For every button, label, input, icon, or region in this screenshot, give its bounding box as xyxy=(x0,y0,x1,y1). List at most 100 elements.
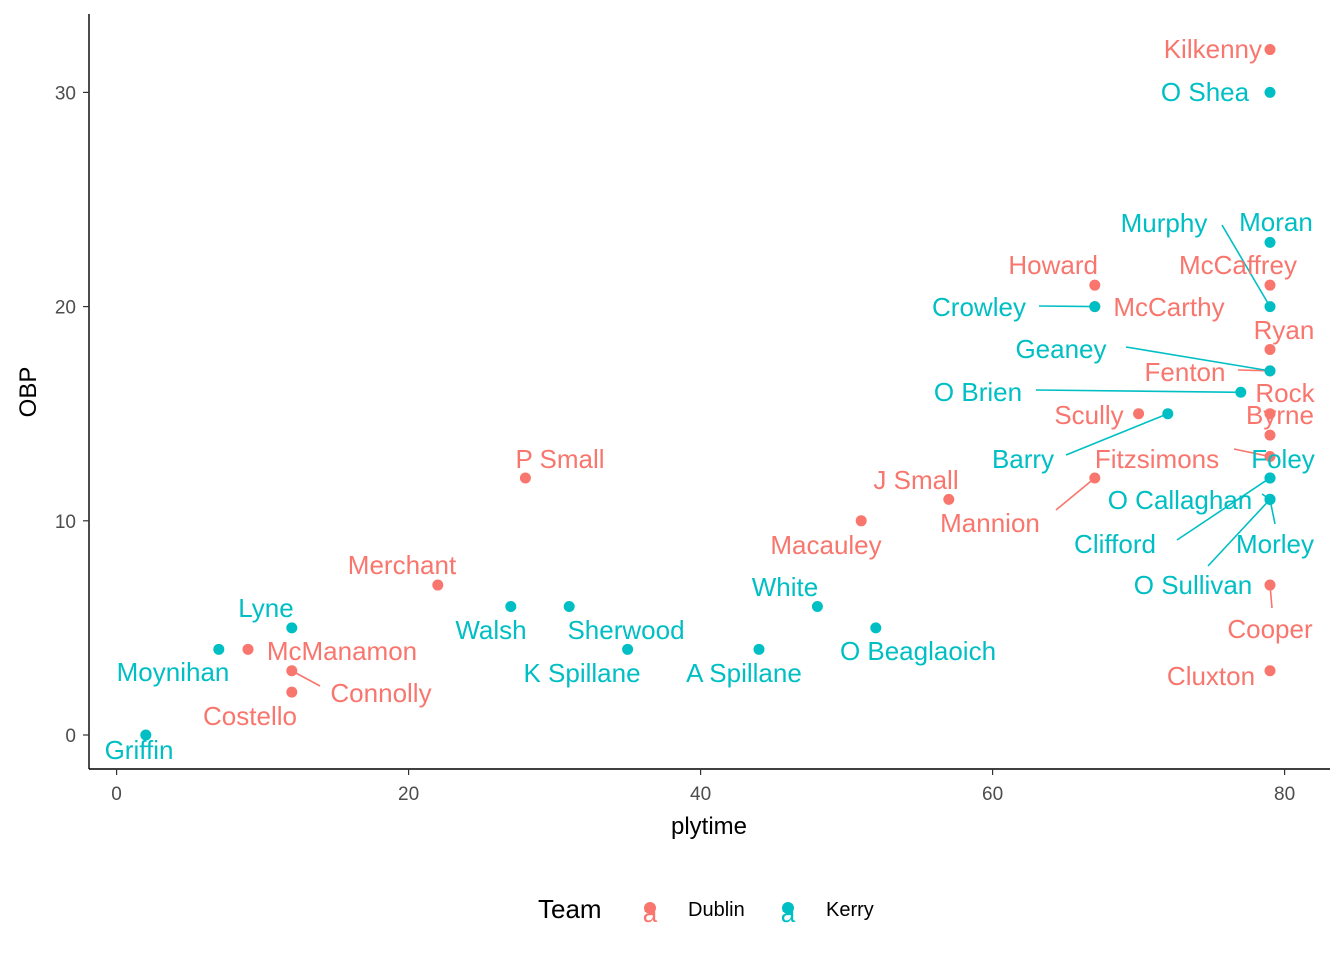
point-label: O Sullivan xyxy=(1134,570,1253,600)
data-point xyxy=(1264,493,1276,505)
data-point xyxy=(286,622,298,634)
point-label: Macauley xyxy=(770,530,881,560)
point-label: Rock xyxy=(1255,378,1315,408)
y-tick-label: 10 xyxy=(55,512,76,533)
data-point xyxy=(622,643,634,655)
legend-key-glyph: a xyxy=(643,898,658,928)
legend-label: Dublin xyxy=(688,899,745,921)
point-label: Kilkenny xyxy=(1164,34,1262,64)
point-label: Ryan xyxy=(1254,315,1315,345)
point-label: Cooper xyxy=(1227,614,1313,644)
legend-title: Team xyxy=(538,894,602,924)
legend-key xyxy=(644,902,656,914)
point-label: Geaney xyxy=(1015,334,1106,364)
data-point xyxy=(1264,343,1276,355)
data-point xyxy=(563,600,575,612)
data-point xyxy=(855,515,867,527)
leader-line xyxy=(1035,389,1241,394)
point-label: Clifford xyxy=(1074,529,1156,559)
data-point xyxy=(1235,386,1247,398)
x-tick-label: 80 xyxy=(1274,784,1295,805)
point-label: Barry xyxy=(992,444,1054,474)
point-label: Fenton xyxy=(1145,357,1226,387)
point-label: O Shea xyxy=(1161,77,1250,107)
data-point xyxy=(505,600,517,612)
legend-key xyxy=(782,902,794,914)
leader-line xyxy=(1038,305,1095,308)
axes xyxy=(88,14,1330,770)
point-label: Sherwood xyxy=(567,615,684,645)
data-points xyxy=(140,44,1276,741)
point-label: Byrne xyxy=(1246,400,1314,430)
data-point xyxy=(1264,408,1276,420)
point-label: O Callaghan xyxy=(1108,485,1253,515)
legend-key-glyph: a xyxy=(781,898,796,928)
point-label: McCaffrey xyxy=(1179,250,1297,280)
label-leader-lines xyxy=(291,224,1276,687)
data-point xyxy=(1162,408,1174,420)
data-point xyxy=(1264,365,1276,377)
data-point xyxy=(1264,44,1276,56)
x-tick-label: 20 xyxy=(398,784,419,805)
legend: Team a Dublin a Kerry xyxy=(538,894,874,928)
data-point xyxy=(1264,279,1276,291)
data-point xyxy=(1264,301,1276,313)
data-point xyxy=(753,643,765,655)
leader-line xyxy=(1207,498,1271,567)
axis-ticks: 0 20 40 60 80 0 10 20 30 xyxy=(55,83,1295,805)
data-point xyxy=(1089,279,1101,291)
data-point xyxy=(213,643,225,655)
leader-line xyxy=(1065,412,1169,456)
data-point xyxy=(1089,472,1101,484)
point-label: Murphy xyxy=(1121,208,1208,238)
y-tick-label: 20 xyxy=(55,298,76,319)
leader-line xyxy=(1233,448,1271,458)
data-point xyxy=(943,493,955,505)
data-point xyxy=(1264,236,1276,248)
point-label: Mannion xyxy=(940,508,1040,538)
data-point xyxy=(1264,472,1276,484)
point-label: Foley xyxy=(1251,444,1315,474)
leader-line xyxy=(1055,477,1096,511)
legend-label: Kerry xyxy=(826,899,874,921)
point-label: Moran xyxy=(1239,207,1313,237)
point-label: Cluxton xyxy=(1167,661,1255,691)
point-label: A Spillane xyxy=(686,658,802,688)
data-point xyxy=(1133,408,1145,420)
leader-line xyxy=(1176,477,1271,541)
data-point xyxy=(286,686,298,698)
point-label: White xyxy=(752,572,818,602)
point-label: P Small xyxy=(515,444,604,474)
x-tick-label: 40 xyxy=(690,784,711,805)
data-point xyxy=(432,579,444,591)
data-point xyxy=(1264,665,1276,677)
leader-line xyxy=(1221,224,1271,308)
data-point xyxy=(286,665,298,677)
data-point xyxy=(870,622,882,634)
point-label: K Spillane xyxy=(523,658,640,688)
data-point xyxy=(1264,451,1276,463)
leader-line xyxy=(1125,346,1271,372)
point-label: Costello xyxy=(203,701,297,731)
point-label: McCarthy xyxy=(1113,292,1224,322)
point-label: Moynihan xyxy=(117,657,230,687)
point-label: Fitzsimons xyxy=(1095,444,1219,474)
point-label: O Beaglaoich xyxy=(840,636,996,666)
point-label: Merchant xyxy=(348,550,457,580)
point-label: Crowley xyxy=(932,292,1026,322)
data-point xyxy=(1264,429,1276,441)
x-axis-title: plytime xyxy=(671,813,747,840)
point-label: Connolly xyxy=(330,678,431,708)
data-point xyxy=(1264,579,1276,591)
data-point xyxy=(811,600,823,612)
data-point xyxy=(1264,86,1276,98)
y-tick-label: 30 xyxy=(55,83,76,104)
point-labels: Kilkenny Howard McCaffrey McCarthy Ryan Fento… xyxy=(105,34,1316,765)
point-label: Lyne xyxy=(238,593,293,623)
point-label: Morley xyxy=(1236,529,1314,559)
point-label: Howard xyxy=(1008,250,1098,280)
y-tick-label: 0 xyxy=(65,726,76,747)
data-point xyxy=(1089,301,1101,313)
point-label: Walsh xyxy=(455,615,526,645)
point-label: J Small xyxy=(873,465,958,495)
